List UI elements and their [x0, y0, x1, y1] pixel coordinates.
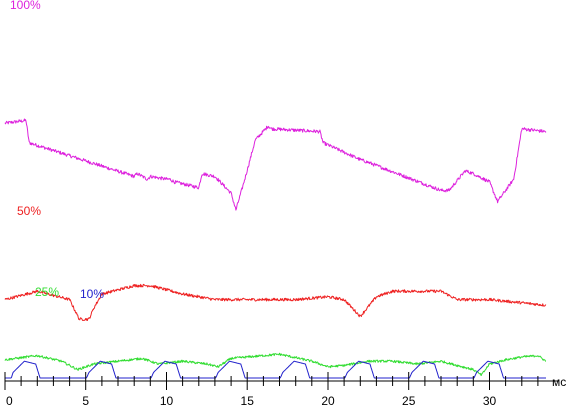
x-tick-label: 25 [402, 394, 416, 408]
series-line-10pct [5, 360, 546, 379]
series-layer [4, 118, 547, 379]
series-line-100pct [4, 118, 547, 211]
x-tick-label: 10 [160, 394, 174, 408]
series-labels: 100% 50% 25% 10% [10, 0, 104, 301]
x-axis: 0 5 10 15 20 25 30 мс [4, 372, 566, 408]
series-line-50pct [4, 283, 547, 321]
x-tick-label: 15 [241, 394, 255, 408]
series-label-10pct: 10% [80, 287, 104, 301]
x-tick-label: 30 [483, 394, 497, 408]
x-tick-label: 20 [321, 394, 335, 408]
x-tick-label: 5 [82, 394, 89, 408]
series-line-25pct [4, 352, 547, 376]
x-unit-label: мс [552, 375, 566, 389]
series-label-100pct: 100% [10, 0, 41, 12]
x-tick-label: 0 [6, 394, 13, 408]
series-label-25pct: 25% [35, 285, 59, 299]
series-label-50pct: 50% [17, 204, 41, 218]
